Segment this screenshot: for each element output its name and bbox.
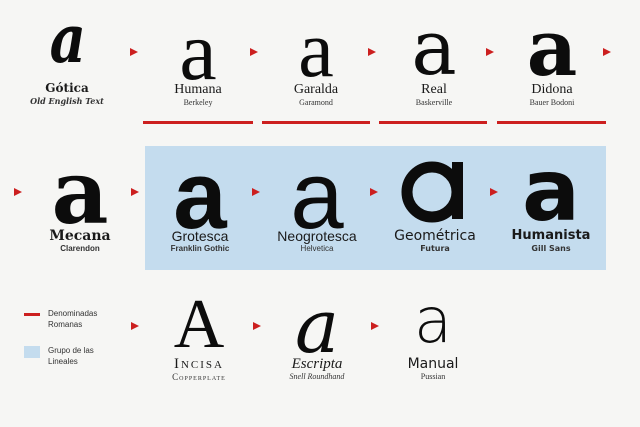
type-sample-gotica: Old English Text — [30, 96, 104, 106]
glyph-humana: a — [179, 5, 217, 98]
type-name-garalda: Garalda — [293, 82, 339, 97]
type-cell-didona: a Didona Bauer Bodoni — [497, 10, 607, 108]
type-cell-gotica: a Gótica Old English Text — [23, 6, 111, 106]
arrow-icon — [130, 48, 138, 56]
type-cell-humana: a Humana Berkeley — [143, 10, 253, 108]
glyph-garalda: a — [298, 6, 334, 94]
arrow-icon — [131, 322, 139, 330]
romanas-bar-garalda — [262, 121, 370, 124]
arrow-icon — [14, 188, 22, 196]
arrow-icon — [252, 188, 260, 196]
type-name-humanista: Humanista — [511, 228, 591, 243]
type-name-neogrotesca: Neogrotesca — [277, 228, 357, 244]
romanas-bar-didona — [497, 121, 606, 124]
lineales-group-band — [145, 146, 606, 270]
type-sample-escripta: Snell Roundhand — [289, 372, 345, 381]
type-cell-incisa: A Incisa Copperplate — [144, 286, 254, 383]
type-sample-humana: Berkeley — [183, 98, 213, 107]
arrow-icon — [250, 48, 258, 56]
type-name-real: Real — [421, 82, 447, 97]
glyph-neogrotesca: a — [290, 142, 344, 249]
type-sample-garalda: Garamond — [299, 98, 333, 107]
glyph-humanista: a — [521, 141, 581, 241]
type-cell-humanista: a Humanista Gill Sans — [496, 148, 606, 254]
legend-lineales-swatch — [24, 346, 40, 358]
type-cell-neogrotesca: a Neogrotesca Helvetica — [262, 148, 372, 254]
glyph-mecana: a — [51, 140, 109, 244]
romanas-bar-humana — [143, 121, 253, 124]
type-cell-garalda: a Garalda Garamond — [261, 10, 371, 108]
glyph-didona: a — [526, 3, 578, 94]
type-name-mecana: Mecana — [49, 228, 111, 244]
type-sample-grotesca: Franklin Gothic — [170, 244, 230, 253]
type-name-manual: Manual — [407, 356, 459, 372]
arrow-icon — [253, 322, 261, 330]
glyph-geometrica — [380, 148, 490, 228]
type-sample-real: Baskerville — [415, 98, 453, 107]
legend-romanas-swatch — [24, 313, 40, 316]
type-name-grotesca: Grotesca — [171, 228, 229, 244]
arrow-icon — [370, 188, 378, 196]
type-cell-geometrica: Geométrica Futura — [380, 148, 490, 254]
arrow-icon — [486, 48, 494, 56]
type-name-humana: Humana — [174, 82, 222, 97]
type-cell-real: a Real Baskerville — [379, 10, 489, 108]
arrow-icon — [371, 322, 379, 330]
arrow-icon — [368, 48, 376, 56]
legend-romanas-label: Denominadas Romanas — [48, 309, 98, 329]
type-sample-incisa: Copperplate — [172, 372, 226, 382]
type-cell-escripta: a Escripta Snell Roundhand — [262, 290, 372, 382]
type-sample-neogrotesca: Helvetica — [300, 244, 334, 253]
type-name-geometrica: Geométrica — [394, 228, 476, 244]
type-cell-mecana: a Mecana Clarendon — [25, 148, 135, 254]
type-sample-mecana: Clarendon — [60, 244, 100, 253]
geometric-a-icon — [401, 161, 463, 223]
type-name-escripta: Escripta — [291, 356, 343, 372]
romanas-bar-real — [379, 121, 487, 124]
arrow-icon — [490, 188, 498, 196]
type-sample-humanista: Gill Sans — [531, 244, 571, 253]
type-sample-didona: Bauer Bodoni — [529, 98, 575, 107]
glyph-manual: a — [414, 284, 452, 357]
glyph-escripta: a — [294, 284, 340, 370]
type-sample-geometrica: Futura — [420, 244, 450, 253]
glyph-gotica: a — [49, 0, 86, 78]
glyph-grotesca: a — [173, 142, 227, 249]
legend-lineales-label: Grupo de las Lineales — [48, 346, 94, 366]
type-sample-manual: Pussian — [420, 372, 446, 381]
glyph-real: a — [411, 3, 457, 92]
glyph-incisa: A — [173, 286, 225, 363]
type-name-didona: Didona — [531, 82, 573, 97]
arrow-icon — [131, 188, 139, 196]
arrow-icon — [603, 48, 611, 56]
type-name-incisa: Incisa — [173, 356, 224, 372]
type-cell-manual: a Manual Pussian — [378, 290, 488, 382]
type-cell-grotesca: a Grotesca Franklin Gothic — [145, 148, 255, 254]
type-name-gotica: Gótica — [45, 81, 89, 95]
